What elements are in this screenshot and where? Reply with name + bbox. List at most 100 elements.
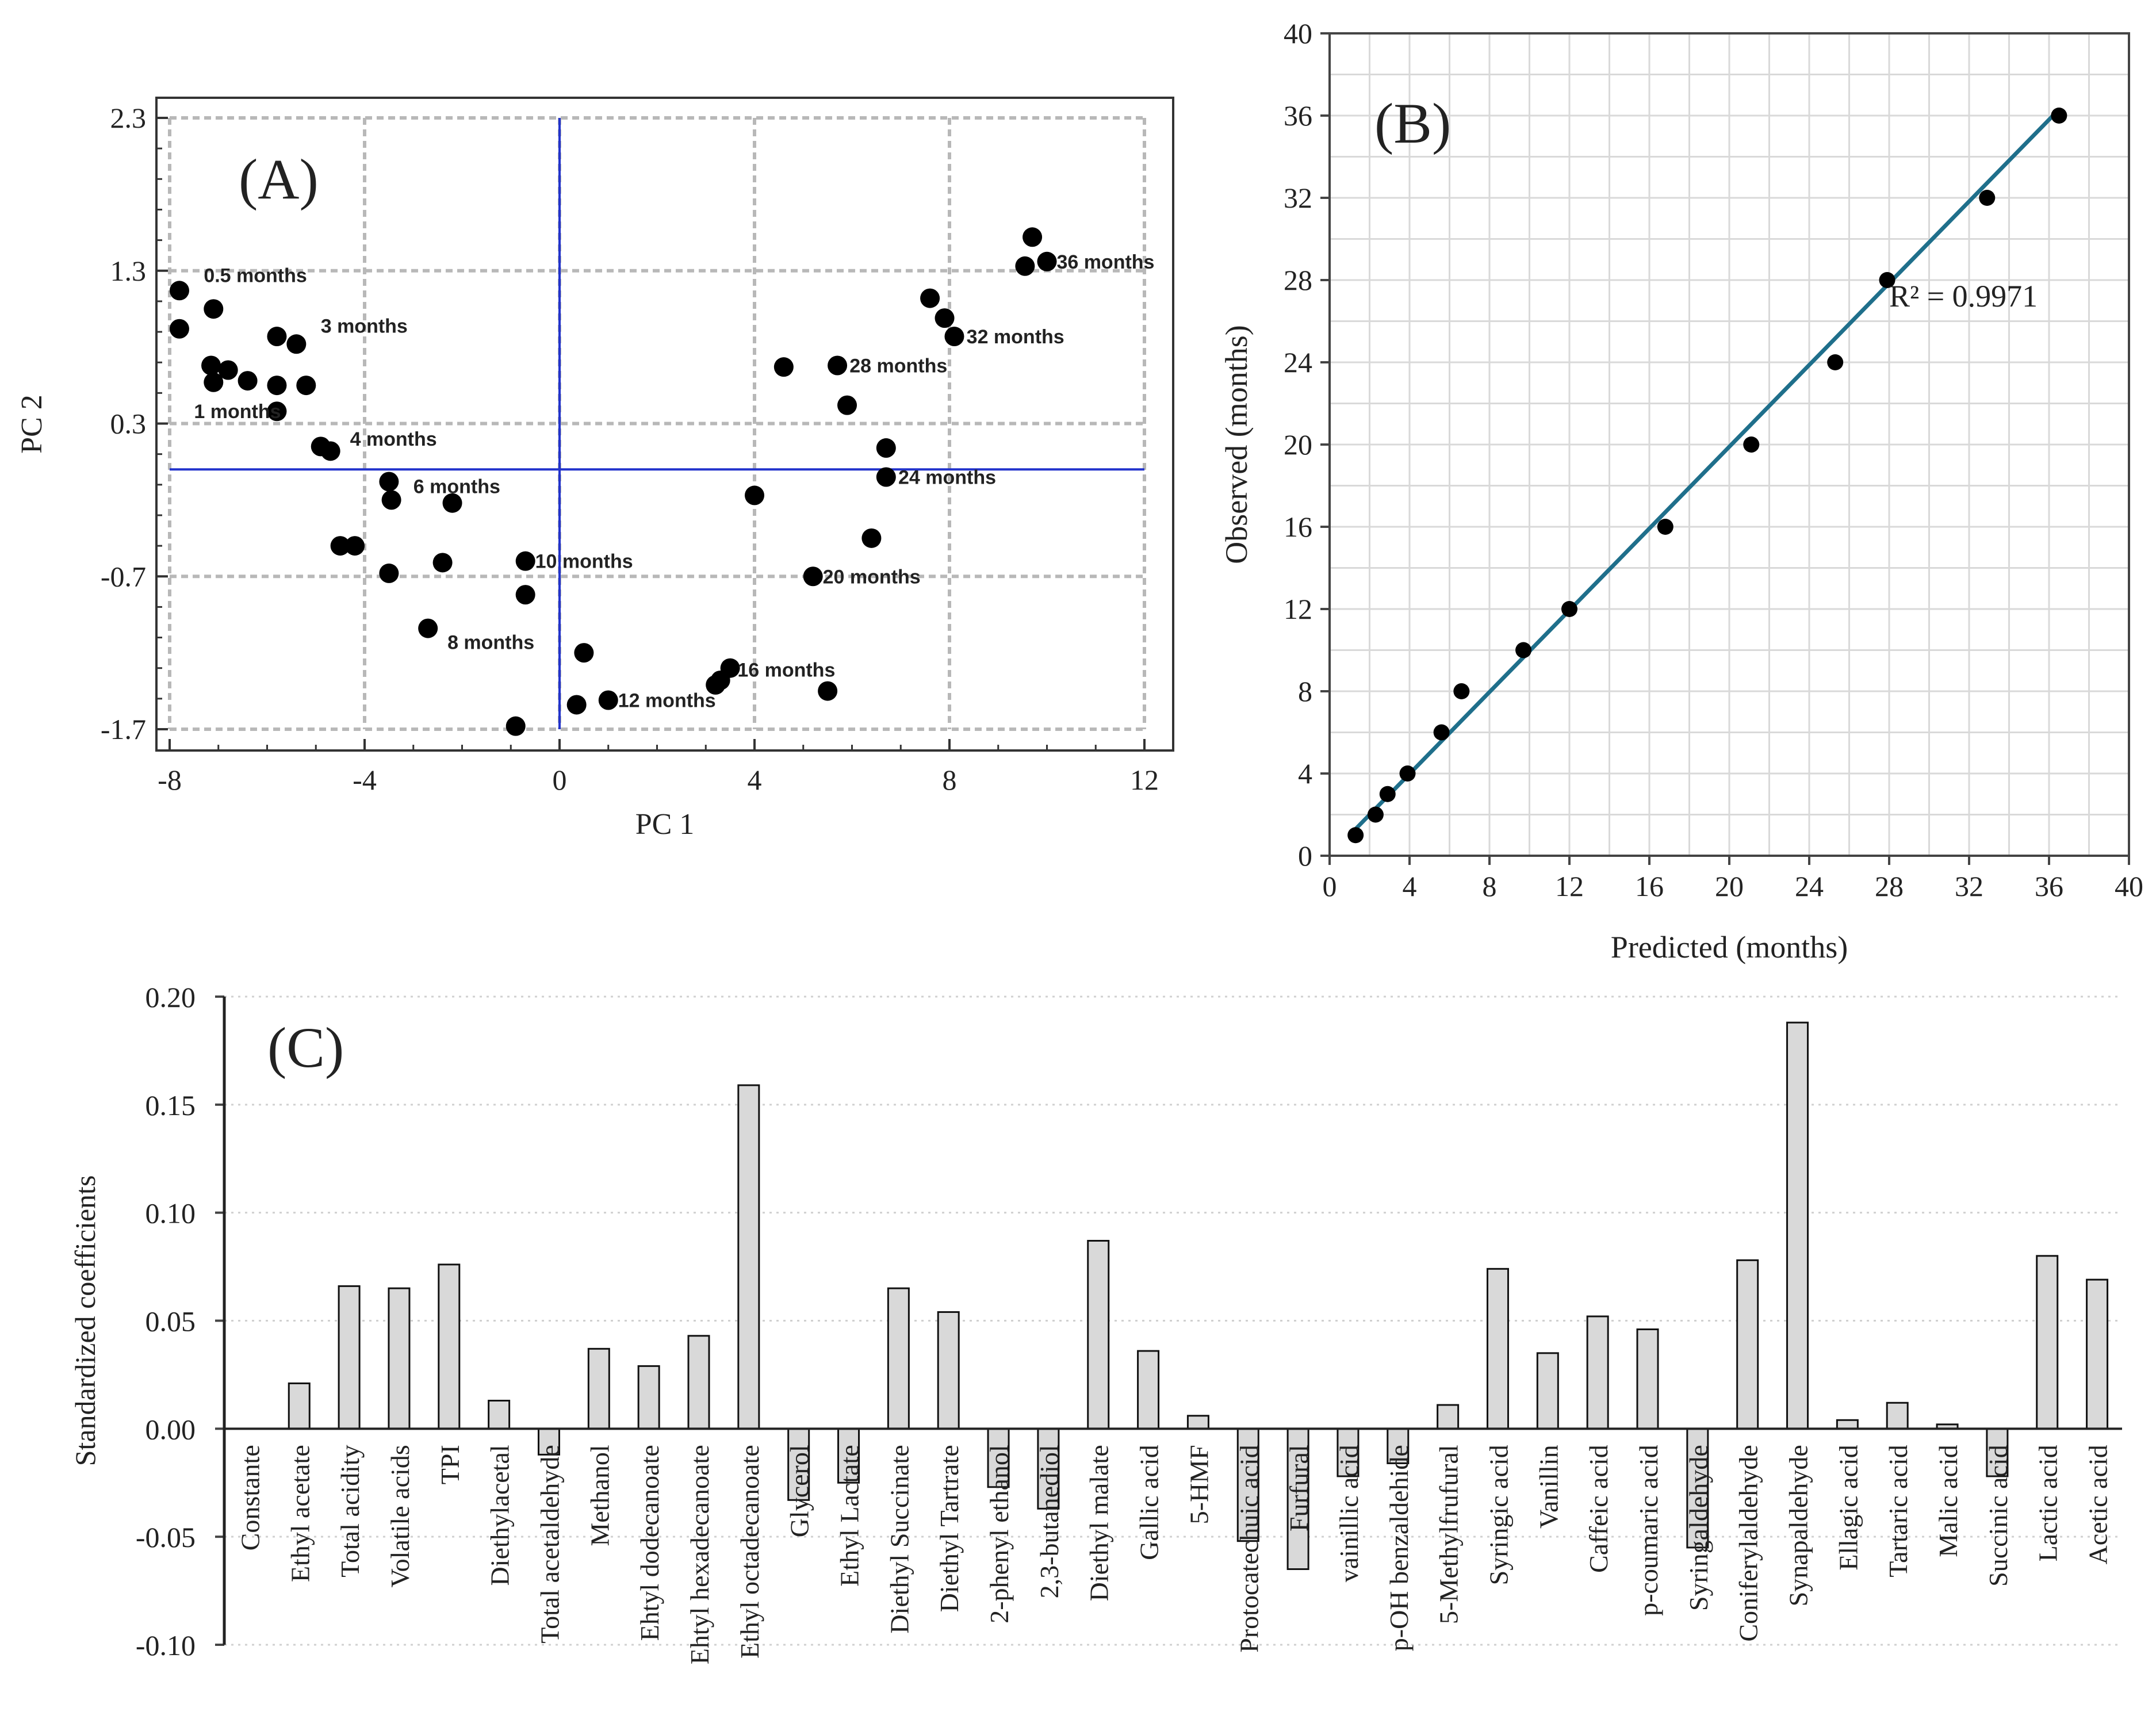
coefficient-bar	[737, 1084, 760, 1430]
x-tick-label: -4	[353, 764, 377, 796]
data-point	[1827, 354, 1844, 370]
data-point	[1399, 765, 1416, 782]
y-tick-label: 28	[1284, 264, 1312, 296]
y-tick-label: 0.00	[145, 1413, 196, 1445]
category-label: 2,3-butanediol	[1035, 1445, 1064, 1598]
category-label: Tartaric acid	[1883, 1445, 1913, 1577]
data-point	[1379, 786, 1396, 802]
data-point	[1037, 251, 1057, 271]
coefficient-bar	[288, 1382, 311, 1430]
category-label: Diethyl Succinate	[884, 1445, 914, 1633]
coefficient-bar	[887, 1287, 910, 1430]
coefficient-bar	[1137, 1350, 1160, 1430]
data-point	[1979, 190, 1996, 206]
y-tick-label: 24	[1284, 346, 1312, 378]
data-point	[944, 327, 964, 347]
category-label: Ethyl acetate	[285, 1445, 315, 1582]
data-point	[1743, 436, 1760, 453]
y-tick-label: 0.3	[110, 408, 147, 440]
category-label: vainillic acid	[1334, 1445, 1364, 1582]
y-tick-label: 0.20	[145, 981, 196, 1013]
category-label: TPI	[435, 1445, 465, 1484]
data-point	[238, 371, 258, 391]
coefficient-bar	[1536, 1352, 1559, 1430]
y-tick-label: 4	[1298, 757, 1312, 790]
x-tick-label: 40	[2115, 870, 2143, 902]
coefficient-bar	[338, 1285, 361, 1430]
data-point	[267, 376, 287, 396]
data-point	[828, 355, 848, 376]
data-point	[296, 376, 316, 396]
panel-c-standardized-coefficients: -0.10 -0.05 0.00 0.05 0.10 0.15 0.20 Constante E…	[69, 981, 2122, 1664]
category-label: Lactic acid	[2034, 1445, 2063, 1561]
point-annotation: 0.5 months	[204, 265, 307, 287]
data-point	[1367, 806, 1384, 823]
y-tick-label: -0.10	[136, 1629, 196, 1661]
data-point	[515, 551, 535, 571]
data-point	[1515, 642, 1532, 658]
y-tick-label: 0	[1298, 840, 1312, 872]
y-tick-label: 16	[1284, 511, 1312, 543]
coefficient-bar	[488, 1399, 511, 1430]
data-point	[267, 327, 287, 347]
data-point	[267, 401, 287, 422]
coefficient-bar	[1586, 1315, 1609, 1430]
coefficient-bar	[388, 1287, 411, 1430]
x-tick-label: 36	[2035, 870, 2063, 902]
data-point	[1657, 519, 1674, 535]
data-point	[201, 355, 221, 376]
category-label: Ehtyl hexadecanoate	[685, 1445, 714, 1664]
point-annotation: 6 months	[413, 476, 500, 497]
point-annotation: 16 months	[737, 659, 835, 681]
point-annotation: 10 months	[535, 551, 633, 573]
y-tick-label: 40	[1284, 17, 1312, 49]
category-label: Methanol	[585, 1445, 614, 1546]
category-label: 5-HMF	[1184, 1445, 1213, 1524]
category-label: 2-phenyl ethanol	[985, 1445, 1014, 1623]
x-tick-label: 28	[1875, 870, 1904, 902]
category-label: 5-Methylfrufural	[1434, 1445, 1464, 1624]
x-axis-title: Predicted (months)	[1611, 930, 1848, 964]
data-point	[169, 281, 189, 301]
data-point	[1453, 683, 1470, 699]
y-tick-label: -0.7	[101, 560, 146, 592]
category-label: Ehtyl dodecanoate	[635, 1445, 664, 1641]
x-tick-label: -8	[158, 764, 182, 796]
category-label: Coniferylaldehyde	[1734, 1445, 1763, 1641]
coefficient-bar	[587, 1347, 610, 1430]
point-annotation: 28 months	[849, 355, 947, 377]
data-point	[876, 467, 896, 487]
point-annotation: 3 months	[321, 315, 408, 337]
data-point	[566, 695, 587, 715]
data-point	[286, 334, 307, 354]
data-point	[418, 618, 438, 638]
data-point	[1561, 601, 1577, 617]
point-annotation: 20 months	[823, 566, 921, 588]
x-tick-label: 12	[1555, 870, 1584, 902]
data-point	[432, 553, 453, 573]
coefficient-bar	[687, 1335, 710, 1430]
coefficient-bar	[1736, 1259, 1759, 1430]
coefficient-bar	[2086, 1278, 2109, 1430]
coefficient-bar	[1486, 1268, 1509, 1430]
y-tick-label: 32	[1284, 182, 1312, 214]
category-label: Ethyl octadecanoate	[735, 1445, 764, 1659]
data-point	[1023, 227, 1043, 247]
data-point	[204, 299, 224, 319]
x-tick-label: 0	[553, 764, 567, 796]
x-tick-label: 24	[1795, 870, 1824, 902]
y-axis-title: PC 2	[16, 395, 48, 454]
category-label: Gallic acid	[1135, 1445, 1164, 1560]
data-point	[204, 372, 224, 392]
category-label: Syringic acid	[1484, 1445, 1513, 1585]
data-point	[574, 643, 594, 663]
data-point	[1347, 827, 1364, 844]
data-point	[381, 490, 401, 510]
coefficient-bar	[1037, 1427, 1060, 1510]
data-point	[773, 357, 794, 377]
category-label: Constante	[235, 1445, 265, 1550]
data-point	[515, 585, 535, 605]
data-point	[1015, 256, 1035, 276]
point-annotation: 1 months	[194, 401, 281, 423]
